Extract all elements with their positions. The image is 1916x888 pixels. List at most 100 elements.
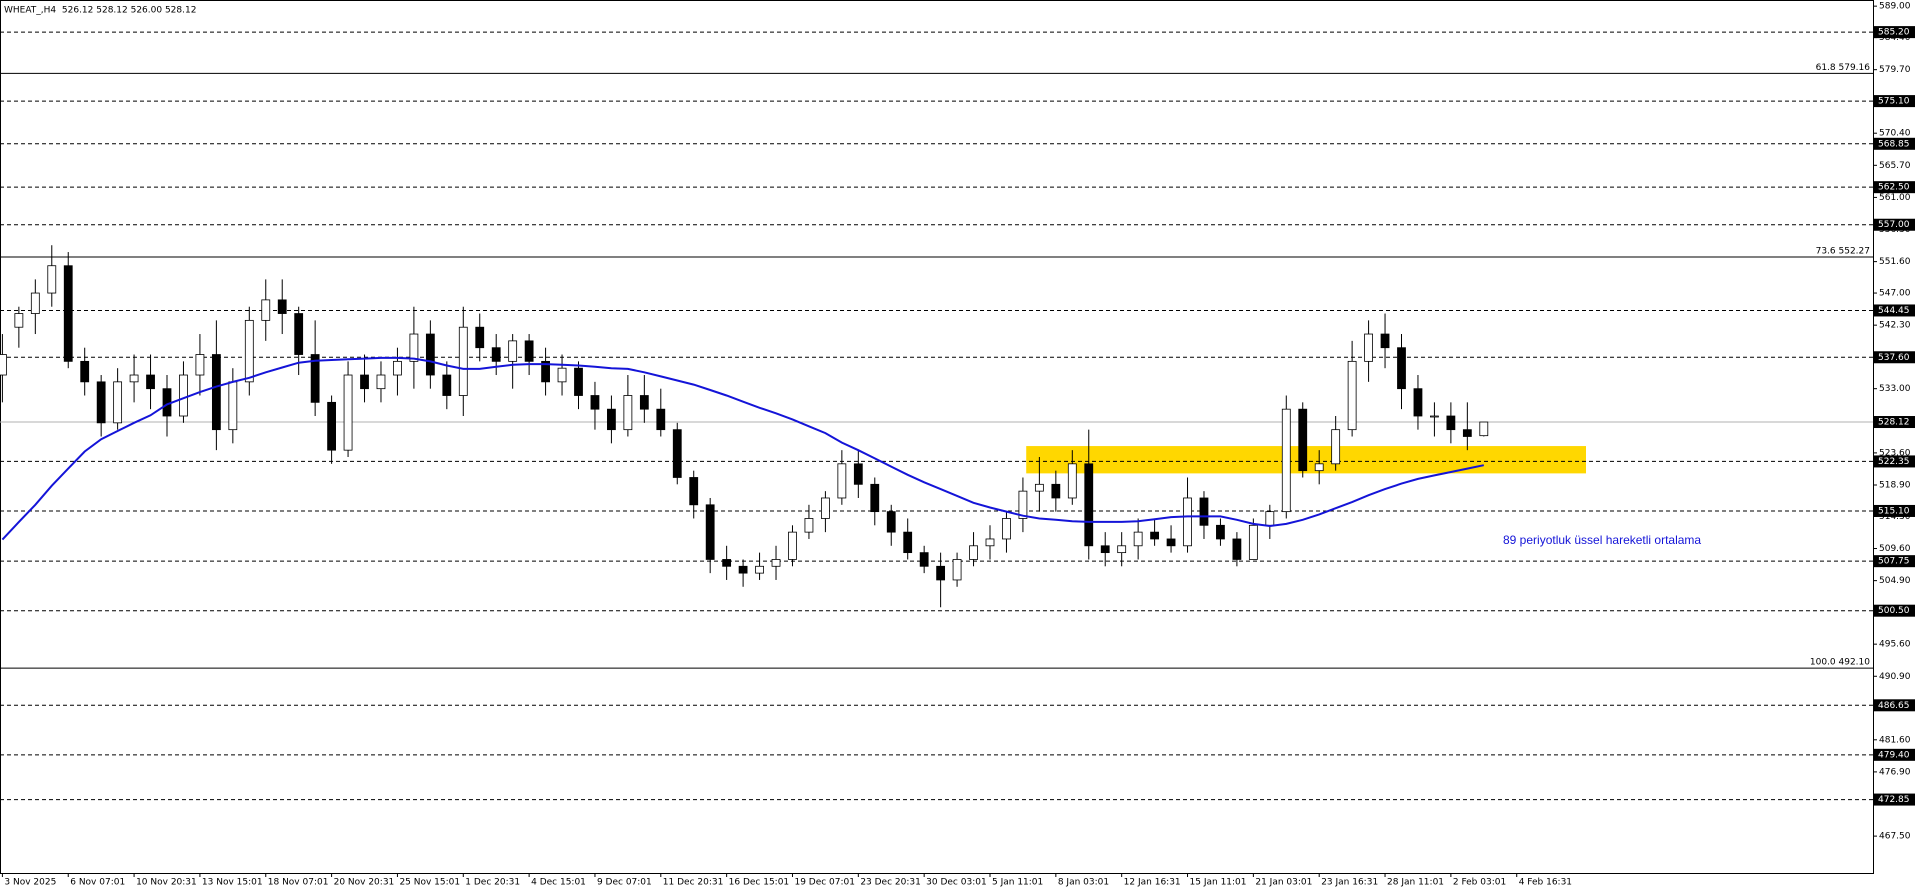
- y-tick-label: 551.60: [1879, 257, 1911, 267]
- candle-body: [1298, 408, 1308, 472]
- candle-body: [1347, 360, 1357, 431]
- level-label: 557.00: [1878, 220, 1910, 230]
- candle-body: [30, 292, 40, 314]
- x-tick-label: 20 Nov 20:31: [334, 878, 395, 888]
- candle-body: [1380, 333, 1390, 349]
- y-tick-label: 570.40: [1879, 129, 1911, 139]
- x-tick-label: 21 Jan 03:01: [1255, 878, 1312, 888]
- candle-body: [475, 326, 485, 349]
- level-box: [1874, 351, 1915, 364]
- candle-body: [458, 326, 468, 396]
- level-label: 486.65: [1878, 701, 1910, 711]
- y-tick-label: 490.90: [1879, 672, 1911, 682]
- candle-body: [96, 381, 106, 424]
- candle-body: [195, 354, 205, 376]
- candle-body: [788, 531, 797, 560]
- candle-body: [1364, 333, 1373, 362]
- level-label: 537.60: [1878, 353, 1910, 363]
- candle-body: [211, 354, 221, 431]
- candle-body: [409, 333, 419, 362]
- level-box: [1874, 26, 1915, 39]
- candle-body: [63, 265, 73, 362]
- x-tick-label: 28 Jan 11:01: [1387, 878, 1444, 888]
- candle-body: [1462, 429, 1472, 437]
- candle-body: [294, 313, 304, 355]
- ema-annotation: 89 periyotluk üssel hareketli ortalama: [1503, 533, 1701, 547]
- x-tick-label: 13 Nov 15:01: [202, 878, 263, 888]
- level-label: 562.50: [1878, 183, 1910, 193]
- x-tick-label: 2 Feb 03:01: [1453, 878, 1506, 888]
- candle-body: [1248, 524, 1258, 560]
- x-tick-label: 1 Dec 20:31: [465, 878, 520, 888]
- y-tick-label: 481.60: [1879, 735, 1911, 745]
- candle-body: [936, 565, 946, 581]
- candle-body: [919, 552, 929, 567]
- y-tick-label: 476.90: [1879, 767, 1911, 777]
- candle-body: [771, 559, 781, 567]
- candle-body: [755, 565, 764, 574]
- x-tick-label: 4 Feb 16:31: [1519, 878, 1572, 888]
- candle-body: [310, 354, 320, 403]
- candle-body: [1084, 463, 1094, 547]
- y-tick-label: 542.30: [1879, 321, 1911, 331]
- candle-body: [1133, 531, 1143, 547]
- level-label: 507.75: [1878, 557, 1910, 567]
- y-tick-label: 565.70: [1879, 161, 1911, 171]
- x-tick-label: 10 Nov 20:31: [136, 878, 197, 888]
- candle-body: [524, 340, 534, 362]
- x-tick-label: 11 Dec 20:31: [663, 878, 724, 888]
- level-label: 500.50: [1878, 606, 1910, 616]
- x-tick-label: 5 Jan 11:01: [992, 878, 1043, 888]
- level-box: [1874, 137, 1915, 150]
- level-label: 515.10: [1878, 506, 1910, 516]
- candle-body: [574, 367, 583, 396]
- candle-body: [821, 497, 830, 519]
- candle-body: [0, 354, 7, 376]
- candle-body: [722, 559, 732, 567]
- y-tick-label: 467.50: [1879, 832, 1911, 842]
- candle-body: [1051, 483, 1061, 499]
- candle-body: [1018, 490, 1028, 519]
- level-label: 544.45: [1878, 306, 1910, 316]
- level-label: 472.85: [1878, 795, 1910, 805]
- candle-body: [47, 265, 57, 294]
- candle-body: [343, 374, 353, 451]
- candle-body: [886, 511, 896, 533]
- candle-body: [639, 395, 649, 410]
- x-tick-label: 12 Jan 16:31: [1124, 878, 1181, 888]
- y-tick-label: 509.60: [1879, 544, 1911, 554]
- candle-body: [623, 395, 633, 431]
- level-label: 568.85: [1878, 139, 1910, 149]
- plot-frame: [0, 0, 1874, 874]
- candle-body: [425, 333, 435, 376]
- level-box: [1874, 604, 1915, 617]
- candle-body: [1413, 388, 1423, 417]
- candle-body: [672, 429, 682, 478]
- chart-title: WHEAT_,H4 526.12 528.12 526.00 528.12: [4, 6, 196, 16]
- level-box: [1874, 504, 1915, 517]
- candle-body: [541, 360, 550, 383]
- x-tick-label: 23 Jan 16:31: [1321, 878, 1378, 888]
- candle-body: [1397, 347, 1406, 390]
- level-box: [1874, 699, 1915, 712]
- candle-body: [277, 299, 287, 314]
- candle-body: [705, 504, 715, 560]
- candle-body: [1067, 463, 1077, 499]
- candle-body: [557, 367, 567, 383]
- candle-body: [228, 381, 238, 431]
- level-box: [1874, 748, 1915, 761]
- level-label: 575.10: [1878, 97, 1910, 107]
- candle-body: [360, 374, 369, 390]
- candle-body: [656, 408, 666, 431]
- candle-body: [1314, 463, 1324, 472]
- candle-body: [1232, 538, 1242, 560]
- candle-body: [508, 340, 518, 362]
- level-box: [1874, 304, 1915, 317]
- candle-body: [491, 347, 501, 362]
- candle-body: [376, 374, 386, 390]
- last-price-box: [1874, 416, 1915, 429]
- x-tick-label: 6 Nov 07:01: [70, 878, 125, 888]
- y-tick-label: 579.70: [1879, 65, 1911, 75]
